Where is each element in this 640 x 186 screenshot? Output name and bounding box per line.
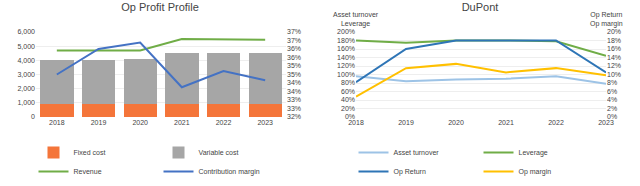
svg-text:2021: 2021 (498, 119, 514, 126)
svg-text:35%: 35% (287, 62, 301, 69)
svg-text:16%: 16% (607, 45, 621, 52)
svg-text:Fixed cost: Fixed cost (74, 149, 106, 156)
svg-text:6%: 6% (607, 88, 617, 95)
svg-text:1,000: 1,000 (17, 99, 35, 106)
svg-text:34%: 34% (287, 79, 301, 86)
svg-text:2020: 2020 (448, 119, 464, 126)
svg-text:80%: 80% (341, 79, 355, 86)
svg-text:4%: 4% (607, 96, 617, 103)
svg-text:160%: 160% (337, 45, 355, 52)
svg-text:60%: 60% (341, 88, 355, 95)
svg-text:10%: 10% (607, 71, 621, 78)
svg-text:Op Profit Profile: Op Profit Profile (121, 1, 199, 13)
svg-text:2023: 2023 (257, 119, 273, 126)
svg-text:2021: 2021 (174, 119, 190, 126)
svg-text:36%: 36% (287, 54, 301, 61)
svg-text:40%: 40% (341, 96, 355, 103)
svg-text:Contribution margin: Contribution margin (199, 168, 260, 176)
svg-text:0%: 0% (345, 113, 355, 120)
svg-text:37%: 37% (287, 37, 301, 44)
svg-text:20%: 20% (607, 28, 621, 35)
svg-text:Asset turnover: Asset turnover (394, 149, 440, 156)
svg-text:Leverage: Leverage (519, 149, 548, 157)
svg-text:0: 0 (31, 113, 35, 120)
svg-text:2018: 2018 (49, 119, 65, 126)
svg-text:140%: 140% (337, 54, 355, 61)
svg-text:180%: 180% (337, 37, 355, 44)
svg-text:2,000: 2,000 (17, 85, 35, 92)
svg-text:Op Return: Op Return (394, 168, 426, 176)
svg-text:2%: 2% (607, 105, 617, 112)
svg-text:2023: 2023 (598, 119, 614, 126)
svg-text:20%: 20% (341, 105, 355, 112)
svg-text:5,000: 5,000 (17, 43, 35, 50)
svg-text:33%: 33% (287, 96, 301, 103)
svg-text:8%: 8% (607, 79, 617, 86)
svg-text:33%: 33% (287, 105, 301, 112)
svg-text:34%: 34% (287, 88, 301, 95)
svg-text:12%: 12% (607, 62, 621, 69)
svg-text:2020: 2020 (132, 119, 148, 126)
svg-text:120%: 120% (337, 62, 355, 69)
svg-text:37%: 37% (287, 28, 301, 35)
svg-text:Op margin: Op margin (519, 168, 552, 176)
svg-text:2019: 2019 (398, 119, 414, 126)
svg-text:4,000: 4,000 (17, 57, 35, 64)
svg-text:3,000: 3,000 (17, 71, 35, 78)
svg-text:14%: 14% (607, 54, 621, 61)
svg-text:Revenue: Revenue (74, 168, 102, 175)
svg-text:DuPont: DuPont (462, 1, 499, 13)
svg-text:100%: 100% (337, 71, 355, 78)
svg-text:Variable cost: Variable cost (199, 149, 239, 156)
svg-text:200%: 200% (337, 28, 355, 35)
svg-text:32%: 32% (287, 113, 301, 120)
svg-text:2019: 2019 (91, 119, 107, 126)
svg-text:Asset turnoverLeverage: Asset turnoverLeverage (333, 11, 379, 28)
svg-text:0%: 0% (607, 113, 617, 120)
svg-text:35%: 35% (287, 71, 301, 78)
svg-text:2022: 2022 (548, 119, 564, 126)
svg-text:2022: 2022 (216, 119, 232, 126)
svg-text:2018: 2018 (348, 119, 364, 126)
svg-text:18%: 18% (607, 37, 621, 44)
svg-text:6,000: 6,000 (17, 28, 35, 35)
svg-text:36%: 36% (287, 45, 301, 52)
svg-text:Op ReturnOp margin: Op ReturnOp margin (590, 11, 623, 28)
